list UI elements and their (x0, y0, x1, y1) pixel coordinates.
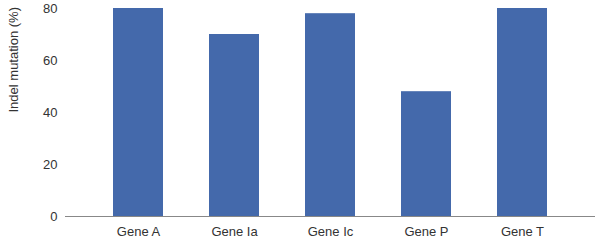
svg-text:Gene Ia: Gene Ia (211, 224, 258, 239)
svg-text:40: 40 (43, 105, 57, 120)
svg-text:Gene P: Gene P (404, 224, 448, 239)
svg-text:Gene A: Gene A (117, 224, 161, 239)
svg-text:20: 20 (43, 157, 57, 172)
svg-text:Indel mutation (%): Indel mutation (%) (6, 7, 21, 113)
svg-text:Gene T: Gene T (501, 224, 544, 239)
svg-text:0: 0 (50, 209, 57, 224)
svg-text:80: 80 (43, 1, 57, 16)
svg-text:Gene Ic: Gene Ic (308, 224, 354, 239)
svg-text:60: 60 (43, 53, 57, 68)
